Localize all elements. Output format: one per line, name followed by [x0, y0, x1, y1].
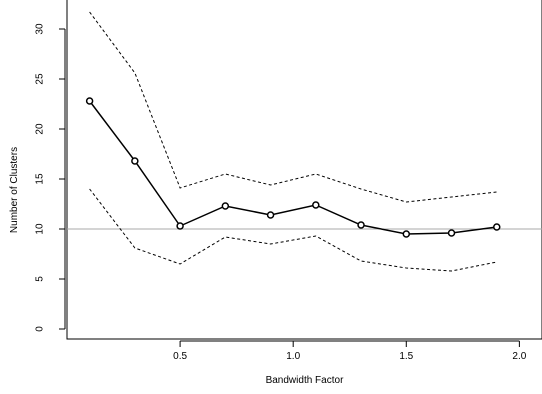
- data-point: [402, 230, 411, 238]
- series-line-dashed-upper: [89, 11, 497, 203]
- x-axis: 0.5 1.0 1.5 2.0: [173, 340, 527, 362]
- data-point: [357, 221, 365, 229]
- plot-border: [66, 0, 542, 340]
- x-tick-label: 1.5: [399, 351, 413, 362]
- data-point: [447, 229, 456, 237]
- y-tick-label: 30: [35, 23, 46, 35]
- y-tick-label: 10: [35, 223, 46, 235]
- y-tick-label: 0: [35, 326, 46, 332]
- data-point: [221, 202, 230, 210]
- data-point: [85, 97, 94, 105]
- x-axis-title: Bandwidth Factor: [266, 375, 344, 386]
- y-tick-label: 15: [35, 173, 46, 185]
- y-axis: 0 5 10 15 20 25 30: [35, 23, 66, 332]
- series-line-solid-with-circles: [89, 100, 497, 235]
- data-point: [176, 222, 184, 230]
- x-tick-label: 0.5: [173, 351, 187, 362]
- plot-frame: [66, 0, 542, 340]
- data-point: [312, 201, 320, 209]
- x-tick-label: 2.0: [512, 351, 526, 362]
- x-tick-label: 1.0: [286, 351, 300, 362]
- y-axis-title: Number of Clusters: [9, 147, 20, 233]
- data-point: [493, 223, 501, 231]
- series-group: [85, 11, 501, 272]
- data-point: [266, 211, 275, 219]
- y-tick-label: 5: [35, 276, 46, 282]
- series-line-dashed-lower: [89, 188, 497, 272]
- y-tick-label: 25: [35, 73, 46, 85]
- data-point: [131, 157, 139, 165]
- y-tick-label: 20: [35, 123, 46, 135]
